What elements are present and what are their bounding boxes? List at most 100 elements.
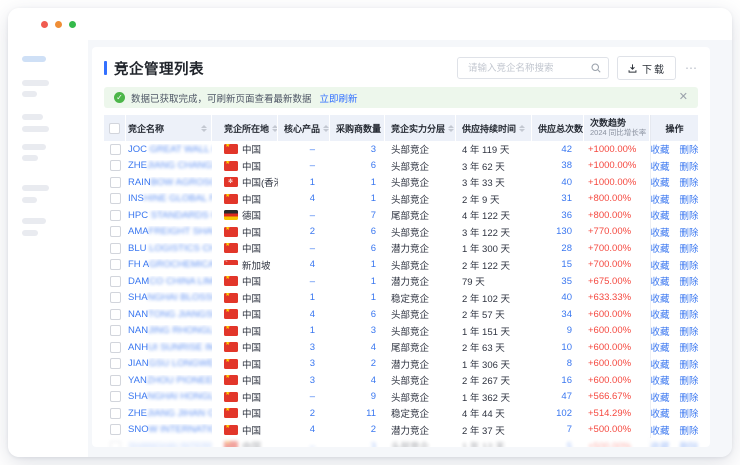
table-row[interactable]: ZHEJIANG CHANGXING ZHENGSH... 中国 – 6 头部竞… (104, 157, 699, 174)
delete-action[interactable]: 删除 (679, 161, 699, 173)
company-name-link[interactable]: FH AGROCHEMICAL INTERNATION... (128, 259, 212, 271)
sidebar-item[interactable] (22, 91, 37, 97)
row-checkbox[interactable] (109, 308, 121, 320)
sidebar-item[interactable] (22, 144, 46, 150)
delete-action[interactable]: 删除 (679, 178, 699, 190)
delete-action[interactable]: 删除 (679, 293, 699, 305)
table-row[interactable]: JOC GREAT WALL CORP 中国 – 3 头部竞企 4 年 119 … (104, 141, 698, 158)
sidebar-item[interactable] (22, 126, 49, 132)
sort-icon[interactable] (272, 124, 277, 132)
refresh-now-link[interactable]: 立即刷新 (319, 93, 358, 105)
table-row[interactable]: BLU LOGISTICS CHINA CO LTD 中国 – 6 潜力竞企 1… (104, 240, 698, 257)
favorite-action[interactable]: 收藏 (650, 244, 670, 256)
delete-action[interactable]: 删除 (679, 409, 699, 421)
more-options-button[interactable]: ⋯ (685, 61, 698, 75)
delete-action[interactable]: 删除 (679, 227, 699, 239)
delete-action[interactable]: 删除 (679, 425, 699, 437)
favorite-action[interactable]: 收藏 (650, 310, 670, 322)
company-name-link[interactable]: SHANGHAI INTERNATIONAL (128, 440, 212, 447)
favorite-action[interactable]: 收藏 (650, 376, 670, 388)
table-row[interactable]: RAINBOW AGROSCIENCES TE CO ... 中国(香港) 1 … (104, 174, 698, 191)
sidebar-item[interactable] (22, 80, 49, 86)
row-checkbox[interactable] (109, 143, 121, 155)
minimize-window-icon[interactable] (55, 20, 62, 28)
company-name-link[interactable]: INSHINE GLOBAL FZC (128, 193, 212, 205)
favorite-action[interactable]: 收藏 (650, 145, 670, 157)
row-checkbox[interactable] (109, 193, 121, 205)
download-button[interactable]: 下载 (617, 56, 676, 80)
select-all-checkbox[interactable] (109, 122, 120, 134)
sort-icon[interactable] (519, 124, 526, 132)
table-row[interactable]: HPC STANDARDS GMBH 德国 – 7 尾部竞企 4 年 122 天… (104, 207, 698, 224)
row-checkbox[interactable] (109, 424, 121, 436)
sidebar-item[interactable] (22, 114, 43, 120)
sidebar-item[interactable] (22, 197, 37, 203)
company-name-link[interactable]: BLU LOGISTICS CHINA CO LTD (128, 242, 212, 254)
row-checkbox[interactable] (109, 391, 121, 403)
favorite-action[interactable]: 收藏 (650, 277, 670, 289)
row-checkbox[interactable] (109, 160, 121, 172)
favorite-action[interactable]: 收藏 (650, 409, 670, 421)
row-checkbox[interactable] (109, 341, 121, 353)
company-name-link[interactable]: DAMCO CHINA LIMITED SHANGHA... (128, 275, 212, 287)
table-row[interactable]: JIANGSU LONGWELL CHEMICAL ... 中国 3 2 潜力竞… (104, 355, 699, 372)
favorite-action[interactable]: 收藏 (650, 161, 670, 173)
delete-action[interactable]: 删除 (679, 326, 699, 338)
table-row[interactable]: SHANGHAI BLOSSOM INTERNATIO... 中国 1 1 稳定… (104, 289, 699, 306)
delete-action[interactable]: 删除 (679, 376, 699, 388)
delete-action[interactable]: 删除 (679, 392, 699, 404)
row-checkbox[interactable] (109, 176, 121, 188)
search-input[interactable] (466, 61, 590, 75)
favorite-action[interactable]: 收藏 (650, 178, 670, 190)
company-name-link[interactable]: RAINBOW AGROSCIENCES TE CO ... (128, 176, 212, 188)
delete-action[interactable]: 删除 (679, 194, 699, 206)
company-name-link[interactable]: AMAFREIGHT SHANGHAI CO LTD (128, 226, 212, 238)
favorite-action[interactable]: 收藏 (650, 227, 670, 239)
maximize-window-icon[interactable] (69, 20, 76, 28)
row-checkbox[interactable] (109, 242, 121, 254)
delete-action[interactable]: 删除 (679, 244, 699, 256)
favorite-action[interactable]: 收藏 (650, 343, 670, 355)
table-row[interactable]: ANHUI SUNRISE IMPORT AND EXP... 中国 3 4 尾… (104, 339, 698, 356)
table-row[interactable]: ZHEJIANG JIHAN CHEMICAL 中国 2 11 稳定竞企 4 年… (104, 405, 698, 422)
favorite-action[interactable]: 收藏 (651, 439, 670, 447)
close-window-icon[interactable] (41, 20, 48, 28)
sidebar-item[interactable] (22, 185, 49, 191)
table-row[interactable]: AMAFREIGHT SHANGHAI CO LTD 中国 2 6 头部竞企 3… (104, 223, 699, 240)
company-name-link[interactable]: JOC GREAT WALL CORP (128, 143, 212, 155)
table-row[interactable]: SHANGHAI HONGLIANG LOGITSTI... 中国 – 9 头部… (104, 388, 699, 405)
row-checkbox[interactable] (109, 374, 121, 386)
banner-close-icon[interactable]: ✕ (678, 91, 688, 103)
company-name-link[interactable]: JIANGSU LONGWELL CHEMICAL ... (128, 358, 212, 370)
sidebar-item[interactable] (22, 218, 46, 224)
company-name-link[interactable]: ZHEJIANG JIHAN CHEMICAL (128, 407, 212, 419)
row-checkbox[interactable] (109, 226, 121, 238)
company-name-link[interactable]: NANJING RHONGLIAN CO LTD (128, 325, 212, 337)
delete-action[interactable]: 删除 (680, 439, 699, 447)
table-row[interactable]: DAMCO CHINA LIMITED SHANGHA... 中国 – 1 潜力… (104, 273, 698, 290)
row-checkbox[interactable] (109, 259, 121, 271)
favorite-action[interactable]: 收藏 (650, 260, 670, 272)
table-row[interactable]: FH AGROCHEMICAL INTERNATION... 新加坡 4 1 头… (104, 256, 699, 273)
delete-action[interactable]: 删除 (679, 260, 699, 272)
delete-action[interactable]: 删除 (679, 359, 699, 371)
table-row[interactable]: SNOW INTERNATIONAL TRADING ... 中国 4 2 潜力… (104, 421, 699, 438)
row-checkbox[interactable] (109, 440, 121, 447)
table-row[interactable]: YANZHOU PIONEER CHEMICAL ... 中国 3 4 头部竞企… (104, 372, 698, 389)
delete-action[interactable]: 删除 (679, 277, 699, 289)
row-checkbox[interactable] (109, 209, 121, 221)
sort-icon[interactable] (201, 124, 207, 132)
table-row[interactable]: NANTONG JIANGSHAN AGROCHE... 中国 4 6 头部竞企… (104, 306, 698, 323)
row-checkbox[interactable] (109, 325, 121, 337)
sort-icon[interactable] (323, 124, 329, 132)
row-checkbox[interactable] (109, 292, 121, 304)
favorite-action[interactable]: 收藏 (650, 211, 670, 223)
company-name-link[interactable]: HPC STANDARDS GMBH (128, 209, 212, 221)
search-box[interactable] (457, 57, 609, 79)
favorite-action[interactable]: 收藏 (650, 425, 670, 437)
delete-action[interactable]: 删除 (679, 310, 699, 322)
company-name-link[interactable]: YANZHOU PIONEER CHEMICAL ... (128, 374, 212, 386)
delete-action[interactable]: 删除 (679, 211, 699, 223)
row-checkbox[interactable] (109, 407, 121, 419)
table-row[interactable]: SHANGHAI INTERNATIONAL 中国 – 3 头部竞企 1 年 1… (104, 438, 698, 447)
